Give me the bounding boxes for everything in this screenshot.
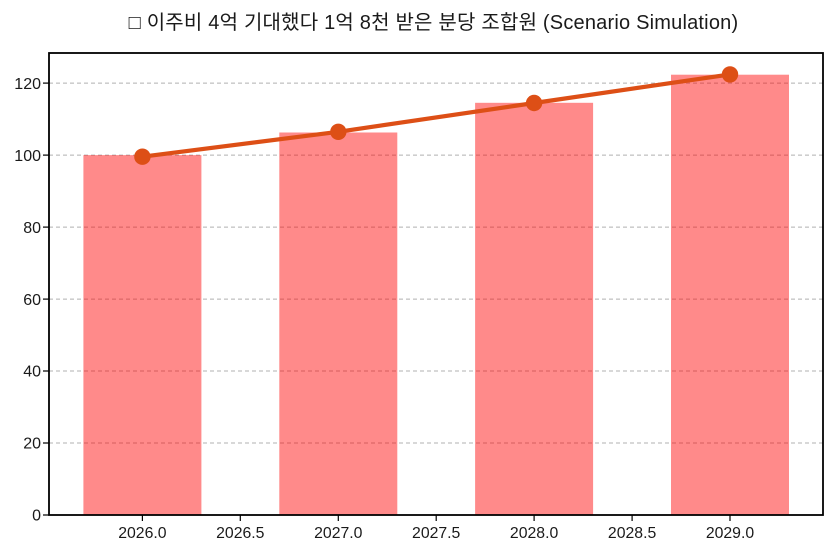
svg-text:2026.0: 2026.0: [118, 525, 167, 542]
svg-text:80: 80: [23, 220, 41, 237]
svg-text:20: 20: [23, 436, 41, 453]
svg-text:2027.0: 2027.0: [314, 525, 363, 542]
svg-text:0: 0: [32, 508, 41, 525]
svg-text:2029.0: 2029.0: [706, 525, 755, 542]
svg-text:2026.5: 2026.5: [216, 525, 265, 542]
svg-text:100: 100: [14, 148, 41, 165]
svg-text:40: 40: [23, 364, 41, 381]
svg-text:2028.0: 2028.0: [510, 525, 559, 542]
svg-text:2027.5: 2027.5: [412, 525, 461, 542]
svg-text:120: 120: [14, 76, 41, 93]
svg-text:60: 60: [23, 292, 41, 309]
svg-text:2028.5: 2028.5: [608, 525, 657, 542]
